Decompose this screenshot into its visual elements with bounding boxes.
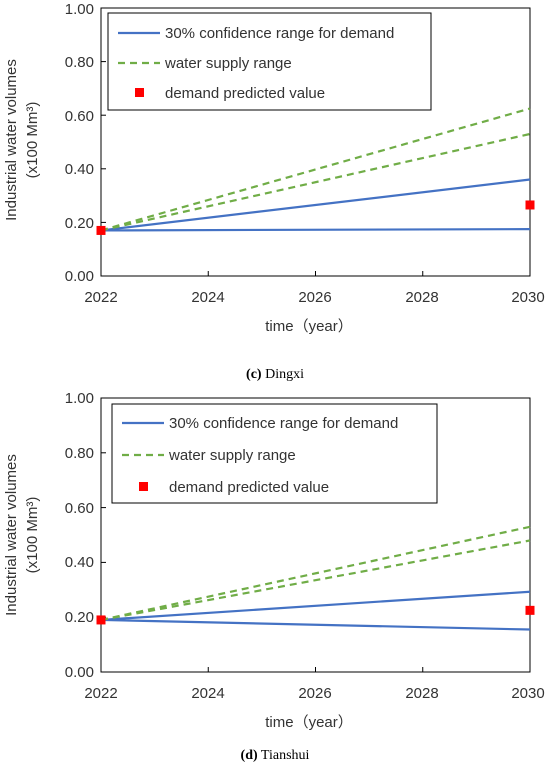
predicted-value-point <box>525 200 535 210</box>
series-layer <box>96 7 535 277</box>
supply-range-line-lower <box>100 132 531 232</box>
predicted-value-point <box>96 225 106 235</box>
x-axis-title: time（year） <box>265 318 353 335</box>
y-tick-label: 0.60 <box>65 108 94 125</box>
legend-swatch-marker <box>139 482 148 491</box>
figure-caption: (d) Tianshui <box>241 748 310 763</box>
confidence-range-line-upper <box>100 178 531 232</box>
legend: 30% confidence range for demand water su… <box>107 12 432 111</box>
caption-letter: (d) <box>241 748 258 763</box>
supply-range-line-upper <box>100 107 531 232</box>
y-tick-label: 0.80 <box>65 54 94 71</box>
legend: 30% confidence range for demand water su… <box>111 403 438 504</box>
y-tick-label: 0.80 <box>65 445 94 462</box>
legend-swatch-marker <box>135 88 144 97</box>
y-axis-title-unit: (x100 Mm³) <box>24 497 41 574</box>
y-tick-label: 0.20 <box>65 215 94 232</box>
x-tick-label: 2028 <box>405 289 438 306</box>
y-tick-label: 0.00 <box>65 664 94 681</box>
x-tick-label: 2026 <box>298 685 331 702</box>
supply-range-line-upper <box>100 525 531 622</box>
legend-label: demand predicted value <box>169 479 329 496</box>
y-tick-label: 1.00 <box>65 390 94 407</box>
y-tick-label: 0.60 <box>65 500 94 517</box>
x-axis-title: time（year） <box>265 714 353 731</box>
y-axis-title: Industrial water volumes <box>3 454 20 616</box>
y-tick-label: 1.00 <box>65 1 94 18</box>
legend-box <box>111 403 438 504</box>
supply-range-line-lower <box>100 539 531 622</box>
caption-name: Dingxi <box>265 367 304 382</box>
legend-label: 30% confidence range for demand <box>165 25 394 42</box>
predicted-value-point <box>525 605 535 615</box>
predicted-value-point <box>96 615 106 625</box>
x-tick-label: 2022 <box>84 685 117 702</box>
figure-caption: (c) Dingxi <box>246 367 304 382</box>
legend-box <box>107 12 432 111</box>
x-tick-label: 2030 <box>511 685 544 702</box>
y-axis-title-unit: (x100 Mm³) <box>24 102 41 179</box>
series-layer <box>96 397 535 673</box>
legend-label: water supply range <box>164 55 292 72</box>
y-tick-label: 0.20 <box>65 609 94 626</box>
x-tick-label: 2026 <box>298 289 331 306</box>
x-tick-label: 2024 <box>191 289 224 306</box>
x-tick-label: 2030 <box>511 289 544 306</box>
caption-name: Tianshui <box>261 748 310 763</box>
legend-label: water supply range <box>168 447 296 464</box>
legend-label: demand predicted value <box>165 85 325 102</box>
legend-label: 30% confidence range for demand <box>169 415 398 432</box>
x-tick-label: 2022 <box>84 289 117 306</box>
caption-letter: (c) <box>246 367 262 382</box>
y-tick-label: 0.00 <box>65 268 94 285</box>
confidence-range-line-lower <box>100 228 531 232</box>
x-tick-label: 2028 <box>405 685 438 702</box>
confidence-range-line-upper <box>100 590 531 622</box>
y-tick-label: 0.40 <box>65 554 94 571</box>
y-axis-title: Industrial water volumes <box>3 59 20 221</box>
y-tick-label: 0.40 <box>65 161 94 178</box>
confidence-range-line-lower <box>100 618 531 631</box>
x-tick-label: 2024 <box>191 685 224 702</box>
chart-panel-c: 0.00 0.20 0.40 0.60 0.80 1.00 2022 2024 … <box>3 1 545 382</box>
chart-panel-d: 0.00 0.20 0.40 0.60 0.80 1.00 2022 2024 … <box>3 390 545 763</box>
